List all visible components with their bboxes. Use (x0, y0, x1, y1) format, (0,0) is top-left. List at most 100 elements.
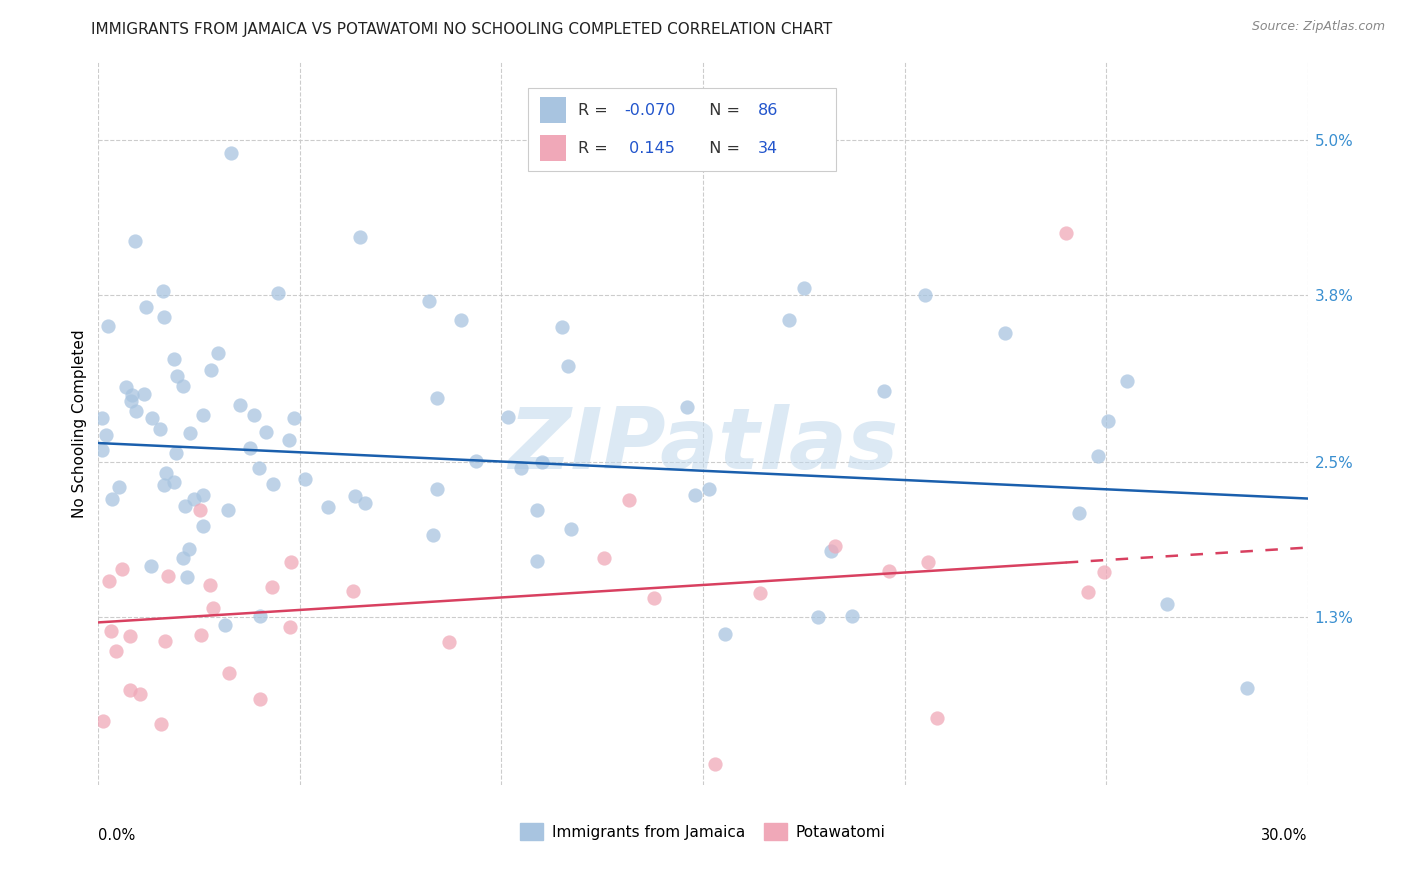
Point (153, 634, 176, 648)
Point (526, 502, 548, 516)
Text: 30.0%: 30.0% (1261, 829, 1308, 843)
Point (1087, 449, 1109, 463)
Point (778, 313, 800, 327)
Point (163, 352, 186, 367)
Point (165, 446, 187, 460)
Point (560, 522, 582, 536)
Text: Source: ZipAtlas.com: Source: ZipAtlas.com (1251, 20, 1385, 33)
Point (526, 553, 548, 567)
Point (162, 475, 184, 489)
Point (280, 555, 302, 569)
Point (1092, 565, 1115, 579)
Text: N =: N = (699, 103, 745, 118)
Point (249, 692, 271, 706)
Point (179, 426, 201, 441)
Point (201, 600, 224, 615)
Text: 0.145: 0.145 (624, 141, 675, 156)
Text: -0.070: -0.070 (624, 103, 676, 118)
Point (91, 443, 114, 458)
Point (97, 319, 120, 334)
Point (111, 561, 134, 575)
Point (155, 467, 177, 481)
Point (91, 410, 114, 425)
Point (188, 502, 211, 516)
Point (107, 480, 129, 494)
Point (262, 580, 284, 594)
Point (749, 586, 772, 600)
Point (200, 578, 222, 592)
Point (120, 393, 142, 408)
Point (125, 404, 148, 418)
Point (714, 627, 737, 641)
Point (243, 408, 266, 422)
Point (217, 503, 239, 517)
Point (925, 711, 948, 725)
Point (344, 489, 367, 503)
Point (132, 387, 155, 401)
Point (153, 310, 176, 325)
Point (1067, 507, 1090, 521)
Point (141, 411, 163, 425)
Point (1236, 681, 1258, 696)
Point (176, 570, 198, 584)
Point (349, 229, 371, 244)
Point (105, 644, 128, 658)
Point (1097, 414, 1119, 428)
Point (183, 491, 205, 506)
Point (465, 454, 488, 468)
Point (914, 287, 936, 301)
Point (135, 300, 157, 314)
Point (1077, 584, 1099, 599)
Point (697, 482, 720, 496)
Point (353, 496, 375, 510)
Point (120, 682, 142, 697)
Point (824, 539, 846, 553)
Text: 86: 86 (758, 103, 778, 118)
Point (214, 618, 236, 632)
Point (191, 519, 214, 533)
Text: N =: N = (699, 141, 745, 156)
Text: R =: R = (578, 141, 613, 156)
Point (152, 284, 174, 298)
Point (121, 388, 143, 402)
Point (190, 628, 212, 642)
Point (592, 551, 614, 566)
Point (152, 477, 174, 491)
Point (510, 460, 533, 475)
Point (793, 281, 815, 295)
Point (115, 380, 138, 394)
Text: R =: R = (578, 103, 613, 118)
Point (917, 555, 939, 569)
Point (149, 422, 172, 436)
Point (820, 544, 842, 558)
Point (450, 313, 472, 327)
Point (342, 584, 364, 599)
Point (221, 145, 243, 160)
Point (218, 665, 240, 680)
Point (166, 369, 188, 384)
FancyBboxPatch shape (527, 87, 837, 171)
Point (278, 433, 301, 447)
Point (619, 492, 641, 507)
Point (98, 574, 121, 588)
Point (172, 379, 194, 393)
Text: 0.0%: 0.0% (98, 829, 135, 843)
Point (426, 391, 449, 405)
Point (173, 551, 195, 566)
Point (266, 286, 288, 301)
Point (256, 425, 278, 439)
Point (418, 294, 440, 309)
Point (704, 757, 727, 772)
Point (807, 609, 830, 624)
Point (683, 488, 706, 502)
Point (643, 591, 665, 605)
Point (557, 359, 579, 373)
Legend: Immigrants from Jamaica, Potawatomi: Immigrants from Jamaica, Potawatomi (515, 817, 891, 846)
Point (262, 476, 284, 491)
Point (551, 320, 574, 334)
Point (249, 609, 271, 624)
Point (157, 569, 180, 583)
Point (177, 541, 200, 556)
Point (439, 635, 461, 649)
Point (841, 609, 863, 624)
